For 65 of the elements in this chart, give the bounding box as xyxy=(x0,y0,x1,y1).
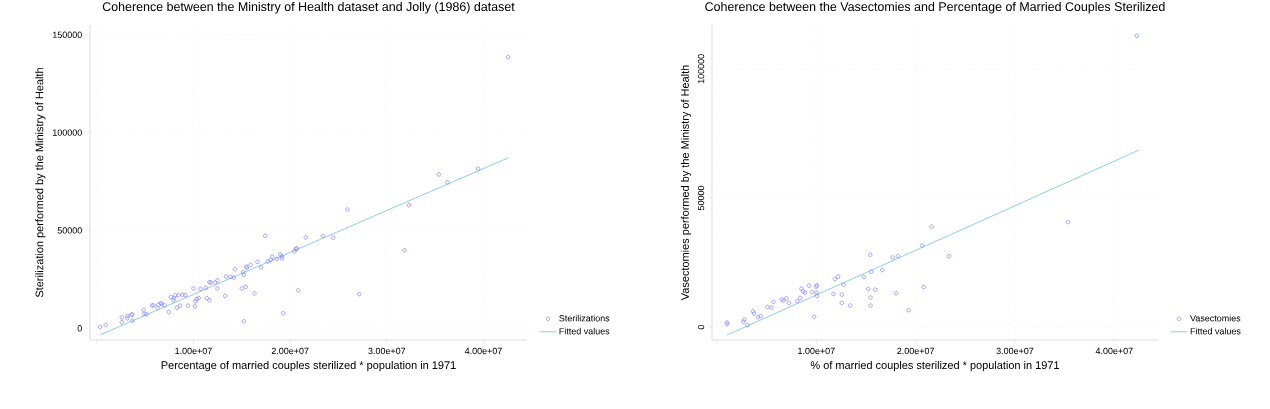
y-axis-title: Sterilization performed by the Ministry of Health xyxy=(35,68,46,298)
chart-title: Coherence between the Ministry of Health dataset and Jolly (1986) dataset xyxy=(102,1,515,14)
point xyxy=(839,292,844,297)
point xyxy=(890,255,895,260)
x-tick-label: 4.00e+07 xyxy=(1095,347,1133,355)
point xyxy=(809,289,815,295)
point xyxy=(797,295,803,301)
y-tick-label: 150000 xyxy=(53,31,82,38)
point xyxy=(880,267,885,273)
point xyxy=(836,274,841,279)
point xyxy=(765,304,770,310)
point xyxy=(921,284,926,290)
point xyxy=(745,322,750,328)
y-tick-label: 0 xyxy=(697,324,705,330)
point xyxy=(868,295,873,300)
point xyxy=(832,276,838,282)
point xyxy=(919,243,925,248)
point xyxy=(868,252,873,257)
point xyxy=(771,299,776,305)
point xyxy=(906,308,911,313)
point xyxy=(894,291,899,296)
point xyxy=(868,303,873,308)
point xyxy=(841,282,846,287)
y-axis-title: Vasectomies performed by the Ministry of Health xyxy=(680,65,692,301)
point xyxy=(895,254,901,259)
chart-title: Coherence between the Vasectomies and Percentage of Married Couples Sterilized xyxy=(705,1,1165,14)
point xyxy=(873,287,878,292)
point xyxy=(946,254,952,259)
point xyxy=(929,224,934,229)
legend-label: Fitted values xyxy=(559,327,610,335)
point xyxy=(848,303,853,308)
point xyxy=(794,299,800,304)
legend-label: Sterilizations xyxy=(559,314,610,322)
x-axis-title: Percentage of married couples sterilized * population in 1971 xyxy=(161,360,456,372)
point xyxy=(755,315,761,320)
legend-label: Vasectomies xyxy=(1190,314,1241,322)
point xyxy=(807,283,812,288)
x-tick-label: 1.00e+07 xyxy=(798,347,835,355)
point xyxy=(866,286,871,292)
y-tick-label: 100000 xyxy=(697,54,705,84)
x-axis-title: % of married couples sterilized * population in 1971 xyxy=(810,360,1059,372)
point xyxy=(814,293,819,299)
x-tick-label: 3.00e+07 xyxy=(996,347,1034,355)
y-tick-label: 50000 xyxy=(57,227,82,234)
y-tick-label: 0 xyxy=(77,325,82,332)
point xyxy=(869,269,874,274)
point xyxy=(811,314,817,319)
point xyxy=(814,290,819,295)
x-tick-label: 4.00e+07 xyxy=(464,347,502,355)
point xyxy=(831,291,836,297)
point xyxy=(769,305,774,310)
point xyxy=(1065,219,1071,225)
x-tick-label: 2.00e+07 xyxy=(271,347,309,355)
point xyxy=(861,274,867,280)
x-tick-label: 3.00e+07 xyxy=(368,347,406,355)
point xyxy=(799,286,804,291)
x-tick-label: 2.00e+07 xyxy=(897,347,934,355)
x-tick-label: 1.00e+07 xyxy=(175,347,212,355)
legend-label: Fitted values xyxy=(1190,327,1241,335)
point xyxy=(1134,33,1140,38)
point xyxy=(786,300,791,306)
point xyxy=(839,300,844,306)
point xyxy=(758,313,763,319)
y-tick-label: 50000 xyxy=(697,185,705,211)
y-tick-label: 100000 xyxy=(53,129,82,136)
